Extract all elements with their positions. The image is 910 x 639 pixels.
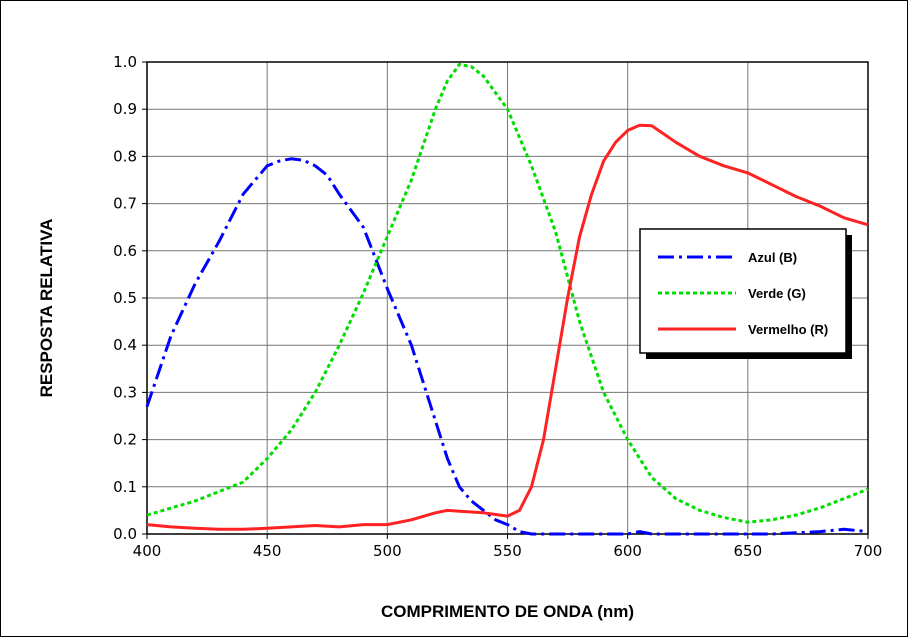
series-line-2	[146, 123, 869, 531]
y-tick-label: 1.0	[113, 53, 137, 71]
x-tick-label: 500	[373, 542, 402, 560]
y-tick-label: 0.2	[113, 431, 137, 449]
grid	[146, 61, 869, 535]
y-tick-label: 0.0	[113, 525, 137, 543]
y-tick-label: 0.3	[113, 383, 137, 401]
x-tick-label: 550	[493, 542, 522, 560]
x-tick-label: 600	[613, 542, 642, 560]
y-axis-ticks: 0.0 0.1 0.2 0.3 0.4 0.5 0.6 0.7 0.8 0.9 1.0	[113, 53, 147, 543]
y-tick-label: 0.8	[113, 147, 137, 165]
legend: Azul (B) Verde (G) Vermelho (R)	[639, 228, 852, 359]
y-tick-label: 0.5	[113, 289, 137, 307]
y-tick-label: 0.4	[113, 336, 137, 354]
x-axis-title: COMPRIMENTO DE ONDA (nm)	[381, 602, 634, 621]
y-tick-label: 0.7	[113, 195, 137, 213]
series-lines	[145, 62, 869, 536]
x-tick-label: 700	[854, 542, 883, 560]
x-tick-label: 400	[133, 542, 162, 560]
legend-label-0: Azul (B)	[748, 250, 797, 265]
series-line-0	[145, 157, 869, 536]
y-tick-label: 0.6	[113, 242, 137, 260]
legend-label-2: Vermelho (R)	[748, 322, 828, 337]
y-axis-title: RESPOSTA RELATIVA	[37, 219, 56, 398]
x-tick-label: 450	[253, 542, 282, 560]
legend-box	[639, 228, 847, 354]
y-tick-label: 0.1	[113, 478, 137, 496]
series-line-1	[146, 62, 869, 524]
y-tick-label: 0.9	[113, 100, 137, 118]
x-axis-ticks: 400 450 500 550 600 650 700	[133, 534, 883, 560]
legend-label-1: Verde (G)	[748, 286, 806, 301]
x-tick-label: 650	[734, 542, 763, 560]
